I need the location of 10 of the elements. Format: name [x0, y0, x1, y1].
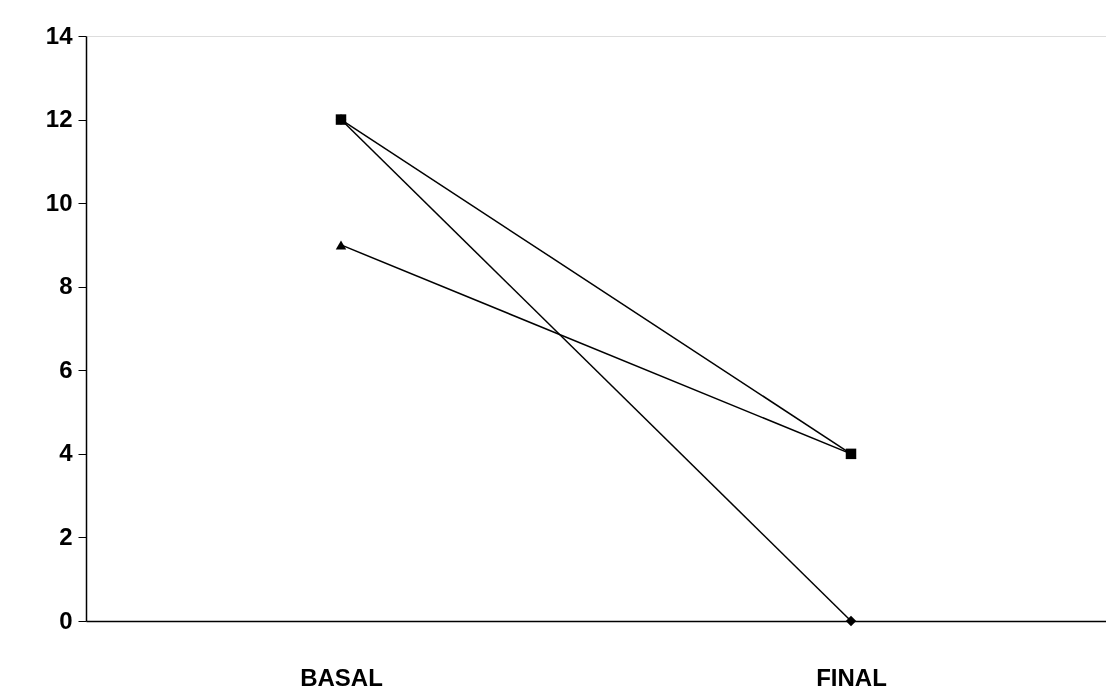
y-tick-label: 12 — [45, 105, 73, 133]
y-tick-label: 2 — [59, 522, 73, 550]
x-tick-label: FINAL — [816, 663, 887, 691]
x-tick-label: BASAL — [300, 663, 383, 691]
y-tick-label: 6 — [59, 355, 73, 383]
y-tick-label: 4 — [59, 439, 74, 467]
y-tick-label: 0 — [59, 606, 73, 634]
y-tick-label: 14 — [45, 21, 74, 49]
y-tick-label: 10 — [45, 188, 73, 216]
y-tick-label: 8 — [59, 272, 73, 300]
